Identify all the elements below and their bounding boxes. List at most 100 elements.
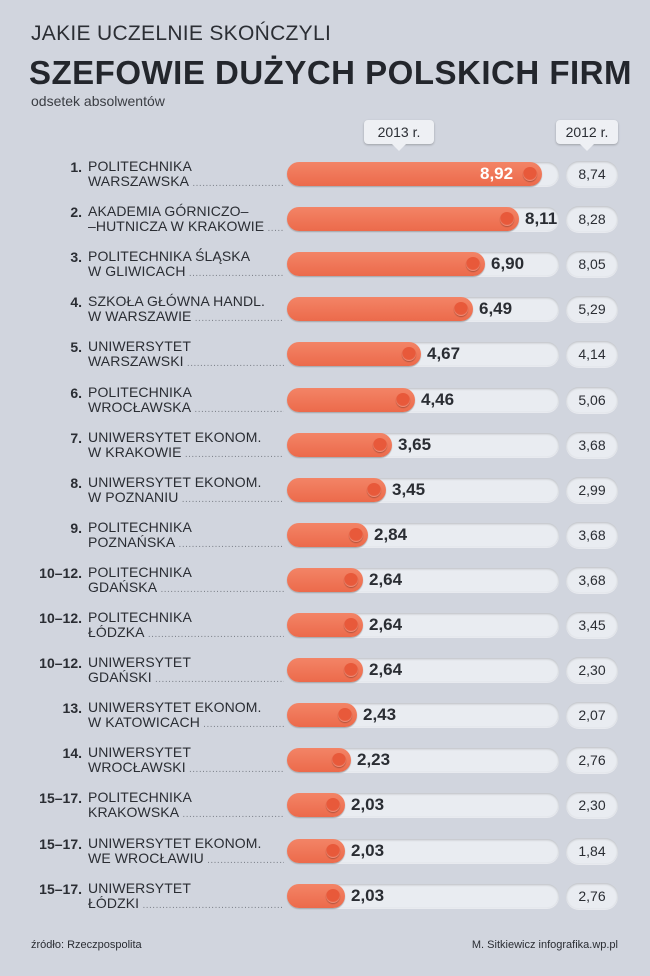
bar-knob (344, 663, 358, 678)
column-header-2012: 2012 r. (556, 120, 618, 151)
university-name-line1: UNIWERSYTET (88, 654, 191, 671)
university-name-line2: ŁÓDZKI (88, 896, 284, 913)
bar-2013 (287, 838, 345, 863)
university-name-line1: UNIWERSYTET EKONOM. (88, 834, 262, 851)
bar-knob (349, 527, 363, 542)
bar-knob (367, 482, 381, 497)
university-name-line1: POLITECHNIKA (88, 518, 192, 535)
rank-label: 13. (62, 700, 82, 717)
university-name-line1: POLITECHNIKA (88, 158, 192, 174)
bar-track (287, 748, 559, 773)
value-2013-label: 8,92 (480, 164, 514, 183)
university-name-line1: UNIWERSYTET (88, 744, 191, 761)
rank-label: 15–17. (39, 790, 82, 807)
bar-track (287, 387, 559, 412)
bar-knob (523, 167, 537, 181)
university-name: UNIWERSYTET EKONOM. W KRAKOWIE (88, 429, 284, 462)
value-2013-label: 2,23 (357, 750, 391, 770)
bar-track (287, 703, 559, 728)
column-header-2013: 2013 r. (364, 120, 434, 151)
value-2013-label: 8,11 (525, 209, 558, 229)
bar-knob (373, 437, 387, 452)
value-2012-label: 2,76 (566, 747, 618, 774)
university-name: AKADEMIA GÓRNICZO– –HUTNICZA W KRAKOWIE (88, 204, 284, 236)
value-2013-label: 3,45 (392, 479, 426, 499)
bar-2013 (287, 883, 345, 908)
value-2012-label: 3,68 (566, 521, 618, 548)
value-2013-label: 2,64 (369, 660, 403, 680)
bar-2013 (287, 748, 351, 773)
chart-row: 13. UNIWERSYTET EKONOM.W KATOWICACH 2,43 2,… (0, 694, 650, 738)
university-name-line1: POLITECHNIKA ŚLĄSKA (88, 248, 251, 265)
rank-label: 5. (70, 339, 82, 356)
bar-track (287, 432, 559, 457)
value-2013-label: 2,03 (351, 840, 385, 860)
value-2013-label: 3,65 (398, 434, 432, 454)
university-name: UNIWERSYTET ŁÓDZKI (88, 879, 284, 913)
rank-label: 15–17. (39, 880, 82, 897)
university-name: POLITECHNIKA ŚLĄSKA W GLIWICACH (88, 249, 284, 281)
bar-2013 (287, 162, 542, 186)
university-name-line2: WROCŁAWSKI (88, 760, 284, 777)
bar-track (287, 883, 559, 908)
bar-knob (344, 618, 358, 632)
university-name-line1: UNIWERSYTET EKONOM. (88, 473, 262, 490)
value-2013-label: 2,43 (363, 705, 397, 725)
university-name-line2: GDAŃSKA (88, 580, 284, 597)
chart-row: 2. AKADEMIA GÓRNICZO– –HUTNICZA W KRAKOWIE… (0, 198, 650, 242)
bar-track (287, 162, 559, 186)
university-name-line1: POLITECHNIKA (88, 609, 192, 625)
value-2013-label: 4,46 (421, 389, 455, 409)
bar-knob (332, 753, 346, 768)
bar-knob (326, 798, 340, 813)
bar-2013 (287, 793, 345, 818)
value-2012-label: 2,30 (566, 657, 618, 684)
university-name-line2: WE WROCŁAWIU (88, 851, 284, 868)
university-name: POLITECHNIKA WROCŁAWSKA (88, 383, 284, 417)
value-2012-label: 3,45 (566, 612, 618, 638)
bar-track (287, 477, 559, 502)
value-2013-label: 2,03 (351, 795, 385, 815)
rank-label: 15–17. (39, 835, 82, 852)
source-note: źródło: Rzeczpospolita (31, 939, 142, 951)
university-name-line2: GDAŃSKI (88, 670, 284, 687)
value-2012-label: 2,07 (566, 702, 618, 729)
bar-2013 (287, 297, 473, 322)
university-name-line2: WARSZAWSKI (88, 354, 284, 371)
rank-label: 2. (70, 204, 82, 221)
university-name-line2: KRAKOWSKA (88, 805, 284, 822)
university-name-line2: W WARSZAWIE (88, 309, 284, 326)
bar-2013 (287, 613, 363, 637)
bar-track (287, 613, 559, 637)
bar-track (287, 838, 559, 863)
rank-label: 10–12. (39, 610, 82, 626)
value-2013-label: 2,64 (369, 615, 403, 634)
value-2012-label: 8,74 (566, 161, 618, 187)
value-2013-label: 2,64 (369, 569, 403, 589)
university-name-line1: POLITECHNIKA (88, 383, 192, 400)
university-name-line1: UNIWERSYTET (88, 879, 191, 896)
value-2013-label: 6,90 (491, 254, 525, 274)
value-2012-label: 2,30 (566, 792, 618, 819)
value-2012-label: 3,68 (566, 566, 618, 593)
value-2013-label: 2,03 (351, 885, 385, 905)
university-name-line2: W POZNANIU (88, 490, 284, 507)
university-name: POLITECHNIKA WARSZAWSKA (88, 159, 284, 191)
rank-label: 7. (70, 429, 82, 446)
university-name-line1: UNIWERSYTET EKONOM. (88, 699, 262, 716)
bar-knob (402, 347, 416, 362)
university-name: UNIWERSYTET EKONOM. W POZNANIU (88, 473, 284, 507)
university-name: POLITECHNIKA POZNAŃSKA (88, 518, 284, 552)
university-name: SZKOŁA GŁÓWNA HANDL. W WARSZAWIE (88, 294, 284, 326)
bar-2013 (287, 207, 519, 232)
bar-track (287, 522, 559, 547)
bar-knob (326, 843, 340, 858)
bar-track (287, 342, 559, 367)
bar-knob (500, 212, 514, 227)
university-name: POLITECHNIKA ŁÓDZKA (88, 610, 284, 642)
rank-label: 3. (70, 249, 82, 266)
